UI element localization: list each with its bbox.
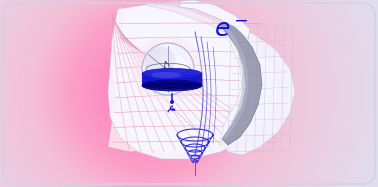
Ellipse shape <box>132 36 204 102</box>
Ellipse shape <box>151 72 181 78</box>
Text: $e^-$: $e^-$ <box>214 18 249 42</box>
Circle shape <box>170 100 174 104</box>
Polygon shape <box>118 3 275 154</box>
Circle shape <box>142 43 194 95</box>
Polygon shape <box>115 45 228 132</box>
Ellipse shape <box>144 47 176 75</box>
Polygon shape <box>220 22 262 145</box>
Ellipse shape <box>142 68 202 79</box>
FancyBboxPatch shape <box>142 74 202 85</box>
Polygon shape <box>220 25 295 155</box>
Polygon shape <box>108 5 280 159</box>
Ellipse shape <box>142 80 202 91</box>
Polygon shape <box>138 1 268 149</box>
Polygon shape <box>180 0 250 39</box>
Ellipse shape <box>152 55 192 91</box>
Ellipse shape <box>142 82 202 89</box>
Polygon shape <box>222 25 248 139</box>
Polygon shape <box>108 35 215 152</box>
